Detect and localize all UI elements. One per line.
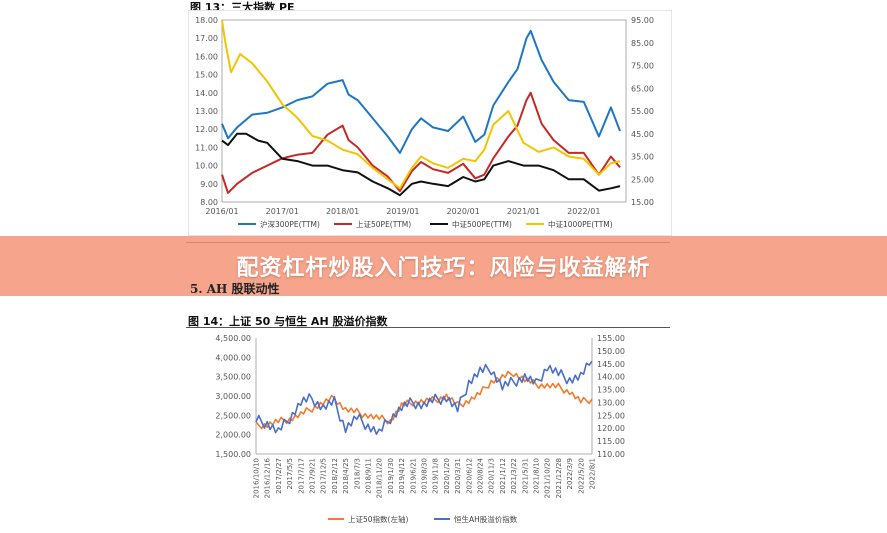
y-left-tick: 17.00 — [195, 34, 218, 43]
y-left-tick: 9.00 — [200, 180, 218, 189]
x-tick: 2021/5/31 — [521, 458, 529, 494]
x-tick: 2019/6/21 — [409, 458, 417, 494]
y-right-tick: 150.00 — [597, 347, 625, 356]
banner: 配资杠杆炒股入门技巧：风险与收益解析 — [0, 236, 887, 296]
x-tick: 2022/5/20 — [577, 458, 585, 494]
ah-chart: 4,500.00 4,000.00 3,500.00 3,000.00 2,500.00… — [215, 334, 625, 524]
y-left-tick: 4,500.00 — [215, 334, 251, 343]
x-tick: 2017/01 — [266, 207, 299, 216]
x-tick: 2020/11/3 — [488, 458, 496, 494]
y-left-tick: 15.00 — [195, 71, 218, 80]
legend-label: 上证50指数(左轴) — [348, 514, 408, 524]
x-tick: 2018/4/25 — [342, 458, 350, 494]
x-tick: 2021/8/10 — [533, 458, 541, 494]
legend-label: 沪深300PE(TTM) — [260, 219, 320, 229]
y-right-tick: 25.00 — [631, 175, 654, 184]
section-heading: 5. AH 股联动性 — [190, 282, 280, 296]
x-tick: 2021/10/20 — [544, 458, 552, 498]
x-tick: 2021/3/22 — [510, 458, 518, 494]
y-right-tick: 65.00 — [631, 84, 654, 93]
y-left-tick: 3,500.00 — [215, 373, 251, 382]
x-tick: 2017/9/21 — [309, 458, 317, 494]
x-tick: 2016/10/10 — [253, 458, 261, 498]
x-tick: 2016/12/16 — [264, 457, 272, 498]
x-tick: 2020/8/24 — [477, 457, 485, 493]
x-tick: 2022/3/9 — [566, 458, 574, 489]
x-tick: 2018/01 — [326, 207, 359, 216]
y-left-tick: 11.00 — [195, 143, 218, 152]
x-tick: 2019/8/30 — [421, 458, 429, 494]
y-right-tick: 140.00 — [597, 373, 625, 382]
y-right-tick: 75.00 — [631, 62, 654, 71]
x-tick: 2022/01 — [567, 207, 600, 216]
y-left-tick: 18.00 — [195, 16, 218, 25]
x-tick: 2020/1/20 — [443, 458, 451, 494]
y-left-tick: 12.00 — [195, 125, 218, 134]
x-tick: 2021/01 — [507, 207, 540, 216]
y-right-tick: 35.00 — [631, 153, 654, 162]
pe-series-line-3 — [221, 19, 621, 190]
x-tick: 2017/7/17 — [297, 458, 305, 494]
y-left-tick: 10.00 — [195, 162, 218, 171]
ah-series-line-1 — [255, 360, 593, 435]
y-right-tick: 155.00 — [597, 334, 625, 343]
x-tick: 2020/3/31 — [454, 458, 462, 494]
x-tick: 2017/2/27 — [275, 458, 283, 494]
x-tick: 2019/11/8 — [432, 458, 440, 494]
legend-label: 中证1000PE(TTM) — [548, 219, 613, 229]
y-left-tick: 2,000.00 — [215, 431, 251, 440]
x-tick: 2016/01 — [205, 207, 238, 216]
y-right-tick: 15.00 — [631, 198, 654, 207]
pe-series-line-1 — [221, 91, 621, 194]
y-right-tick: 95.00 — [631, 16, 654, 25]
y-right-tick: 55.00 — [631, 107, 654, 116]
y-left-tick: 8.00 — [200, 198, 218, 207]
y-left-tick: 13.00 — [195, 107, 218, 116]
x-tick: 2021/12/28 — [555, 458, 563, 498]
figure14-title: 图 14：上证 50 与恒生 AH 股溢价指数 — [188, 315, 388, 328]
y-right-tick: 115.00 — [597, 437, 625, 446]
pe-series-line-2 — [221, 132, 621, 197]
x-tick: 2017/12/5 — [320, 458, 328, 494]
y-right-tick: 85.00 — [631, 39, 654, 48]
pe-series-line-0 — [221, 29, 621, 154]
y-left-tick: 2,500.00 — [215, 411, 251, 420]
y-left-tick: 3,000.00 — [215, 392, 251, 401]
x-tick: 2017/5/5 — [286, 458, 294, 489]
y-right-tick: 120.00 — [597, 424, 625, 433]
y-right-tick: 135.00 — [597, 386, 625, 395]
y-right-tick: 45.00 — [631, 130, 654, 139]
y-left-tick: 14.00 — [195, 89, 218, 98]
x-tick: 2018/2/12 — [331, 458, 339, 494]
legend-label: 中证500PE(TTM) — [452, 219, 512, 229]
x-tick: 2022/8/1 — [589, 458, 597, 489]
pe-chart: 18.00 17.00 16.00 15.00 14.00 13.00 12.00 11.00… — [188, 10, 672, 236]
y-right-tick: 145.00 — [597, 360, 625, 369]
x-tick: 2019/01 — [386, 207, 419, 216]
x-tick: 2019/4/12 — [398, 458, 406, 494]
legend-label: 上证50PE(TTM) — [356, 220, 411, 229]
x-tick: 2018/9/11 — [365, 458, 373, 494]
y-right-tick: 130.00 — [597, 398, 625, 407]
y-left-tick: 4,000.00 — [215, 353, 251, 362]
x-tick: 2018/11/20 — [376, 458, 384, 498]
legend-label: 恒生AH股溢价指数 — [454, 514, 518, 524]
y-right-tick: 110.00 — [597, 450, 625, 459]
banner-text: 配资杠杆炒股入门技巧：风险与收益解析 — [236, 256, 651, 281]
y-left-tick: 1,500.00 — [215, 450, 251, 459]
y-left-tick: 16.00 — [195, 52, 218, 61]
x-tick: 2019/1/30 — [387, 458, 395, 494]
plot-area — [221, 19, 627, 203]
x-tick: 2021/1/12 — [499, 458, 507, 494]
x-tick: 2020/01 — [447, 207, 480, 216]
x-tick: 2018/7/3 — [353, 458, 361, 489]
y-right-tick: 125.00 — [597, 411, 625, 420]
x-tick: 2020/6/12 — [465, 458, 473, 494]
pe-chart-frame — [188, 10, 672, 236]
